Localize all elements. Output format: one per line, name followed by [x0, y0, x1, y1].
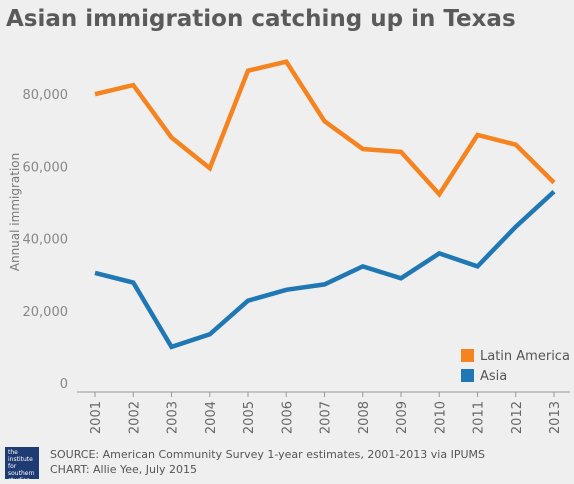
- chart-footer: SOURCE: American Community Survey 1-year…: [50, 447, 485, 477]
- legend-swatch: [461, 349, 474, 362]
- source-note: SOURCE: American Community Survey 1-year…: [50, 448, 485, 461]
- x-tick-label: 2009: [395, 401, 410, 434]
- y-axis-title: Annual immigration: [8, 153, 22, 271]
- series-line-latin-america: [94, 59, 556, 198]
- series-lines: [94, 59, 556, 350]
- x-tick-label: 2010: [433, 401, 448, 434]
- x-tick-label: 2003: [166, 401, 181, 434]
- legend-label: Latin America: [480, 349, 570, 364]
- y-axis: 0 20,000 40,000 60,000 80,000: [23, 88, 69, 392]
- x-axis: 2001 2002 2003 2004 2005 2006 2007 2008 2009 2010…: [77, 391, 570, 434]
- x-tick-label: 2005: [242, 401, 257, 434]
- legend-swatch: [461, 369, 474, 382]
- y-tick-label: 0: [60, 377, 68, 392]
- legend-label: Asia: [480, 369, 507, 384]
- x-tick-label: 2012: [510, 401, 525, 434]
- x-tick-label: 2011: [472, 401, 487, 434]
- x-tick-label: 2008: [357, 401, 372, 434]
- x-tick-label: 2004: [204, 401, 219, 434]
- x-tick-label: 2013: [548, 401, 563, 434]
- credit-note: CHART: Allie Yee, July 2015: [50, 463, 198, 476]
- x-tick-label: 2002: [127, 401, 142, 434]
- institute-logo: the institute for southern studies: [5, 447, 39, 479]
- series-line-asia: [94, 189, 556, 350]
- y-tick-label: 60,000: [23, 160, 69, 175]
- x-tick-label: 2007: [319, 401, 334, 434]
- legend: Latin America Asia: [461, 349, 570, 384]
- line-chart: 0 20,000 40,000 60,000 80,000 Annual immigra…: [8, 59, 570, 434]
- x-tick-label: 2001: [89, 401, 104, 434]
- chart-title: Asian immigration catching up in Texas: [6, 6, 516, 32]
- y-tick-label: 20,000: [23, 305, 69, 320]
- y-tick-label: 40,000: [23, 233, 69, 248]
- x-tick-label: 2006: [280, 401, 295, 434]
- y-tick-label: 80,000: [23, 88, 69, 103]
